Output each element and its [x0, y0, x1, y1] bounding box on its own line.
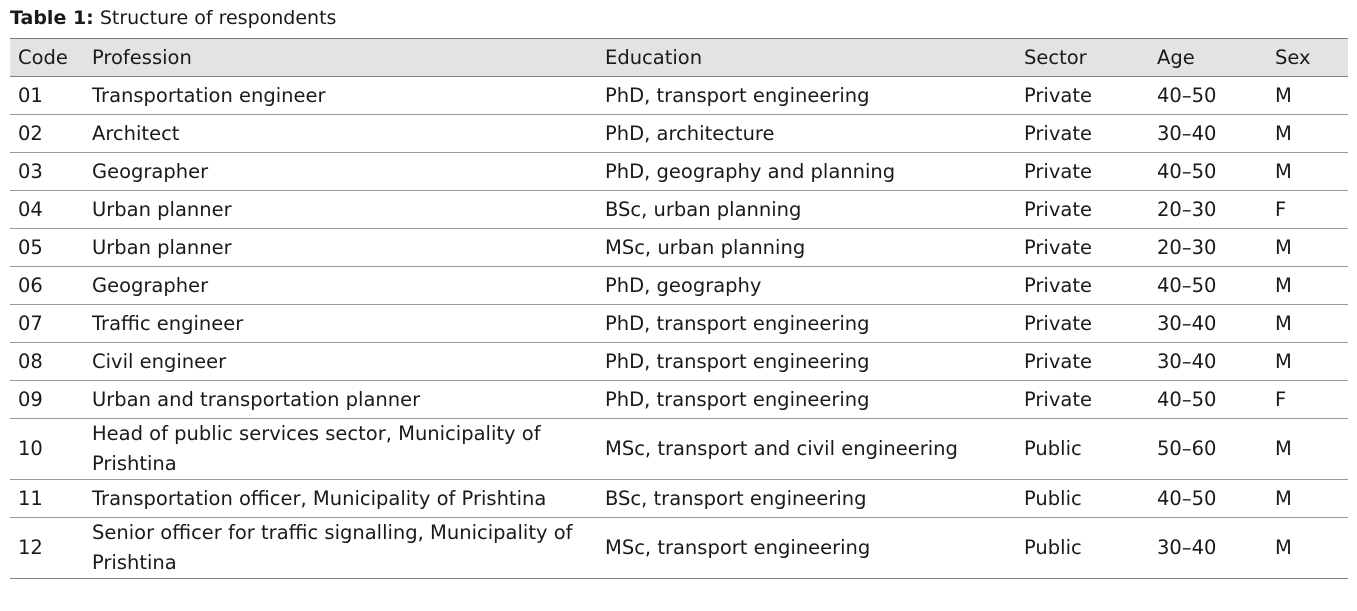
- cell-code: 04: [10, 190, 84, 229]
- cell-code: 11: [10, 479, 84, 518]
- cell-education: PhD, architecture: [597, 114, 1016, 153]
- cell-profession: Traffic engineer: [84, 304, 597, 343]
- table-label: Table 1:: [10, 7, 94, 29]
- cell-sector: Private: [1016, 380, 1149, 419]
- column-header-sex: Sex: [1267, 38, 1348, 77]
- cell-code: 03: [10, 152, 84, 191]
- cell-sector: Private: [1016, 266, 1149, 305]
- cell-education: PhD, geography and planning: [597, 152, 1016, 191]
- column-header-age: Age: [1149, 38, 1267, 77]
- cell-sex: M: [1267, 304, 1348, 343]
- table-row: 10 Head of public services sector, Munic…: [10, 418, 1348, 480]
- table-row: 02 Architect PhD, architecture Private 3…: [10, 114, 1348, 153]
- cell-sex: M: [1267, 479, 1348, 518]
- table-title: Structure of respondents: [99, 7, 337, 29]
- table-row: 11 Transportation officer, Municipality …: [10, 479, 1348, 518]
- cell-sex: M: [1267, 266, 1348, 305]
- table-row: 05 Urban planner MSc, urban planning Pri…: [10, 228, 1348, 267]
- table-caption: Table 1: Structure of respondents: [10, 6, 336, 30]
- table-row: 03 Geographer PhD, geography and plannin…: [10, 152, 1348, 191]
- table-row: 07 Traffic engineer PhD, transport engin…: [10, 304, 1348, 343]
- column-header-sector: Sector: [1016, 38, 1149, 77]
- cell-sector: Public: [1016, 479, 1149, 518]
- cell-profession: Urban and transportation planner: [84, 380, 597, 419]
- cell-sex: M: [1267, 418, 1348, 480]
- cell-profession: Urban planner: [84, 190, 597, 229]
- cell-age: 40–50: [1149, 76, 1267, 115]
- table-header-row: Code Profession Education Sector Age Sex: [10, 38, 1348, 77]
- cell-sex: F: [1267, 190, 1348, 229]
- cell-profession: Urban planner: [84, 228, 597, 267]
- table-row: 04 Urban planner BSc, urban planning Pri…: [10, 190, 1348, 229]
- cell-age: 20–30: [1149, 190, 1267, 229]
- table-row: 08 Civil engineer PhD, transport enginee…: [10, 342, 1348, 381]
- cell-education: PhD, transport engineering: [597, 304, 1016, 343]
- cell-sex: M: [1267, 152, 1348, 191]
- cell-code: 01: [10, 76, 84, 115]
- cell-education: PhD, transport engineering: [597, 76, 1016, 115]
- table-row: 06 Geographer PhD, geography Private 40–…: [10, 266, 1348, 305]
- cell-code: 07: [10, 304, 84, 343]
- cell-code: 09: [10, 380, 84, 419]
- cell-age: 30–40: [1149, 114, 1267, 153]
- cell-sex: F: [1267, 380, 1348, 419]
- cell-age: 30–40: [1149, 342, 1267, 381]
- cell-sector: Public: [1016, 517, 1149, 579]
- table-row: 09 Urban and transportation planner PhD,…: [10, 380, 1348, 419]
- cell-sex: M: [1267, 76, 1348, 115]
- cell-sector: Private: [1016, 228, 1149, 267]
- cell-sex: M: [1267, 517, 1348, 579]
- cell-sex: M: [1267, 228, 1348, 267]
- cell-profession: Senior officer for traffic signalling, M…: [84, 517, 597, 579]
- cell-sex: M: [1267, 114, 1348, 153]
- cell-age: 20–30: [1149, 228, 1267, 267]
- cell-education: BSc, transport engineering: [597, 479, 1016, 518]
- cell-profession: Geographer: [84, 152, 597, 191]
- cell-education: MSc, transport and civil engineering: [597, 418, 1016, 480]
- cell-education: MSc, urban planning: [597, 228, 1016, 267]
- cell-age: 30–40: [1149, 517, 1267, 579]
- table-row: 01 Transportation engineer PhD, transpor…: [10, 76, 1348, 115]
- column-header-profession: Profession: [84, 38, 597, 77]
- cell-education: PhD, transport engineering: [597, 380, 1016, 419]
- cell-profession: Civil engineer: [84, 342, 597, 381]
- cell-profession: Head of public services sector, Municipa…: [84, 418, 597, 480]
- cell-profession: Transportation officer, Municipality of …: [84, 479, 597, 518]
- cell-sex: M: [1267, 342, 1348, 381]
- cell-code: 06: [10, 266, 84, 305]
- cell-code: 05: [10, 228, 84, 267]
- cell-sector: Private: [1016, 304, 1149, 343]
- cell-code: 08: [10, 342, 84, 381]
- cell-sector: Private: [1016, 152, 1149, 191]
- cell-sector: Private: [1016, 342, 1149, 381]
- cell-code: 02: [10, 114, 84, 153]
- cell-profession: Transportation engineer: [84, 76, 597, 115]
- cell-education: PhD, geography: [597, 266, 1016, 305]
- cell-education: BSc, urban planning: [597, 190, 1016, 229]
- cell-age: 50–60: [1149, 418, 1267, 480]
- cell-sector: Public: [1016, 418, 1149, 480]
- cell-sector: Private: [1016, 114, 1149, 153]
- cell-code: 12: [10, 517, 84, 579]
- cell-profession: Geographer: [84, 266, 597, 305]
- cell-age: 40–50: [1149, 266, 1267, 305]
- cell-age: 30–40: [1149, 304, 1267, 343]
- cell-age: 40–50: [1149, 152, 1267, 191]
- cell-age: 40–50: [1149, 479, 1267, 518]
- column-header-code: Code: [10, 38, 84, 77]
- table-row: 12 Senior officer for traffic signalling…: [10, 517, 1348, 579]
- column-header-education: Education: [597, 38, 1016, 77]
- cell-education: MSc, transport engineering: [597, 517, 1016, 579]
- cell-sector: Private: [1016, 76, 1149, 115]
- respondents-table: Code Profession Education Sector Age Sex…: [10, 38, 1348, 579]
- cell-education: PhD, transport engineering: [597, 342, 1016, 381]
- cell-profession: Architect: [84, 114, 597, 153]
- cell-code: 10: [10, 418, 84, 480]
- cell-sector: Private: [1016, 190, 1149, 229]
- cell-age: 40–50: [1149, 380, 1267, 419]
